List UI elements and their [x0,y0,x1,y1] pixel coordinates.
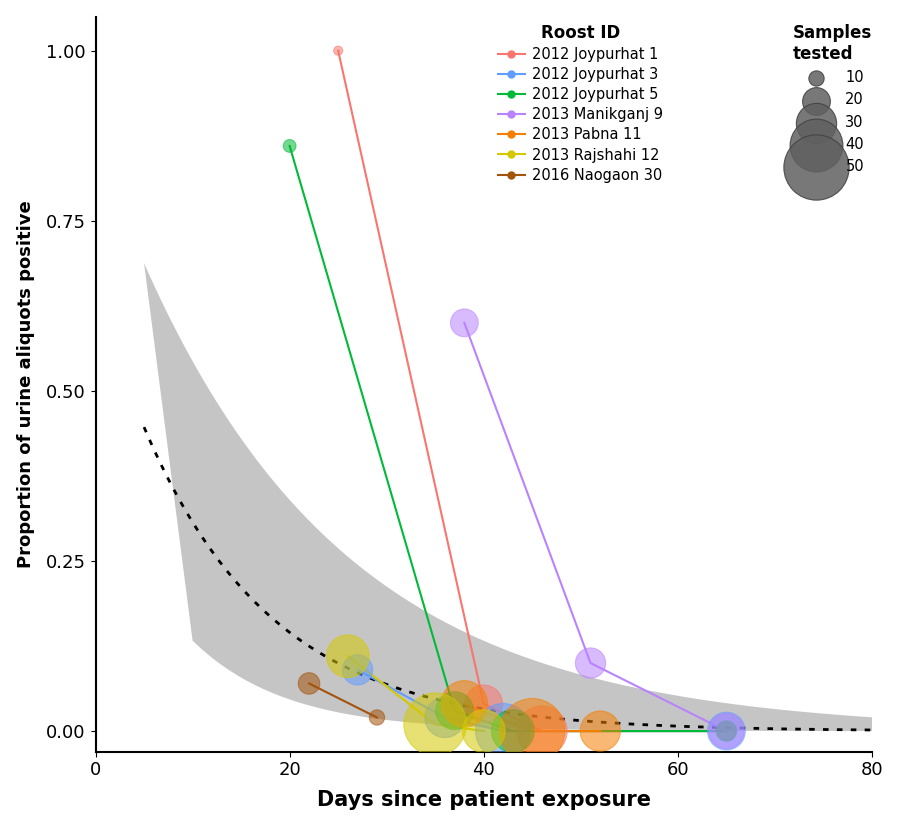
Point [719,724,733,738]
Point [350,663,365,676]
Point [719,724,733,738]
Point [457,316,472,329]
Point [447,704,462,717]
Point [283,139,297,152]
Point [457,697,472,710]
Point [341,650,356,663]
Point [437,711,452,724]
Point [428,718,443,731]
Point [496,724,510,738]
Point [506,724,520,738]
Point [477,724,491,738]
Point [583,657,598,670]
Polygon shape [144,263,872,731]
Point [370,711,384,724]
Point [593,724,608,738]
Y-axis label: Proportion of urine aliquots positive: Proportion of urine aliquots positive [17,200,35,568]
Legend: 10, 20, 30, 40, 50: 10, 20, 30, 40, 50 [793,24,872,174]
Point [525,724,539,738]
Point [535,724,549,738]
Point [719,724,733,738]
Point [719,724,733,738]
X-axis label: Days since patient exposure: Days since patient exposure [317,791,651,810]
Point [477,697,491,710]
Point [302,676,316,690]
Point [331,44,346,57]
